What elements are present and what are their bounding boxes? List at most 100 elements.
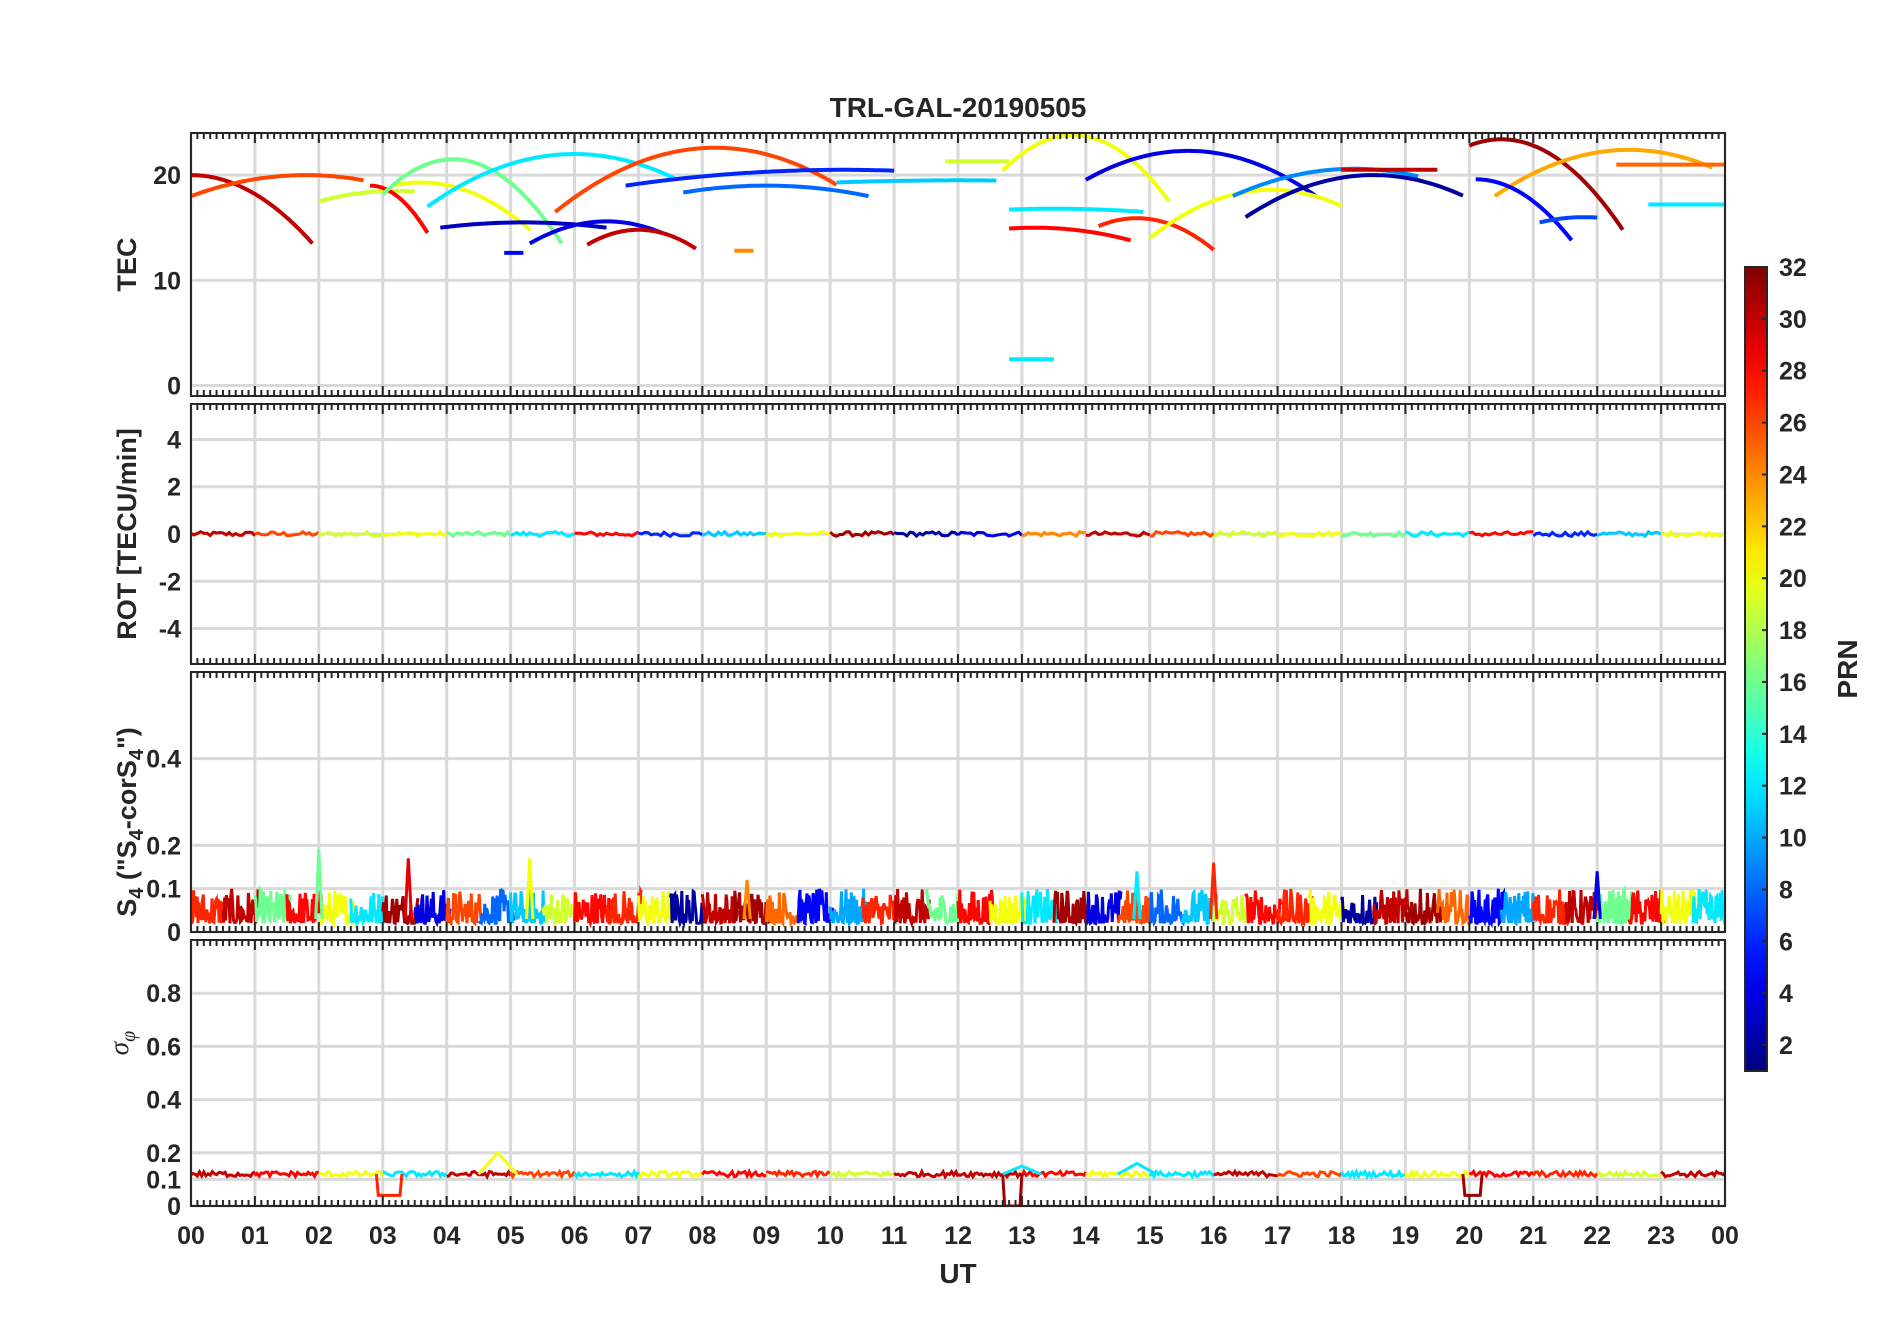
y-tick-label: 0 [167, 372, 181, 400]
x-tick-label: 11 [881, 1222, 908, 1250]
s4-series [1212, 894, 1251, 927]
sigma-series [446, 1169, 512, 1180]
colorbar-tick-label: 8 [1779, 876, 1793, 904]
rot-series [510, 529, 576, 539]
s4-series [893, 888, 931, 929]
tec-series-prn-28 [1008, 225, 1132, 243]
x-tick-label: 18 [1328, 1222, 1356, 1250]
s4-series [988, 895, 1027, 927]
s4-series [1627, 889, 1666, 925]
sigma-series [1020, 1168, 1088, 1179]
s4-series [509, 887, 548, 926]
x-tick-label: 00 [177, 1222, 205, 1250]
s4-series [1467, 887, 1506, 929]
sigma-series [1532, 1168, 1599, 1180]
x-tick-label: 22 [1583, 1222, 1611, 1250]
s4-series [573, 892, 612, 929]
sigma-series [1468, 1168, 1534, 1179]
x-tick-label: 05 [497, 1222, 525, 1250]
s4-series [477, 887, 516, 926]
rot-series [1660, 529, 1725, 539]
panel-sigma-data [191, 1150, 1725, 1206]
x-tick-label: 00 [1711, 1222, 1739, 1250]
sigma-series [957, 1169, 1023, 1180]
y-tick-label: 0.1 [146, 1166, 181, 1194]
tec-series-prn-26 [554, 145, 838, 214]
s4-series [668, 888, 707, 929]
colorbar-tick-label: 16 [1779, 669, 1807, 697]
rot-series [1532, 529, 1598, 538]
x-tick-label: 23 [1647, 1222, 1675, 1250]
s4-series [1020, 888, 1059, 927]
s4-series [1691, 888, 1725, 926]
s4-series [1531, 889, 1570, 927]
sigma-series [253, 1169, 320, 1180]
sigma-series [318, 1169, 385, 1179]
rot-series [1341, 529, 1407, 539]
s4-series [860, 894, 899, 927]
sigma-series [1148, 1168, 1215, 1180]
s4-series [1595, 884, 1634, 926]
s4-series [541, 893, 580, 928]
x-tick-label: 01 [241, 1222, 269, 1250]
s4-series [828, 888, 867, 927]
colorbar-tick-label: 32 [1779, 254, 1807, 282]
s4-series [605, 885, 643, 926]
tec-series-prn-4 [528, 219, 665, 246]
x-tick-label: 02 [305, 1222, 333, 1250]
colorbar-tick-label: 22 [1779, 513, 1807, 541]
sigma-series [701, 1168, 767, 1180]
y-tick-label: 0 [167, 521, 181, 549]
rot-series [701, 529, 767, 538]
panel-tec: 0 10 20 TEC [112, 132, 1727, 400]
rot-series [191, 530, 256, 538]
s4-series [191, 890, 228, 925]
rot-series [1085, 530, 1151, 538]
tec-series-prn-19 [318, 188, 415, 204]
s4-series [1244, 890, 1283, 925]
colorbar-tick-label: 18 [1779, 617, 1807, 645]
tec-series-prn-12 [1009, 206, 1144, 214]
s4-series [1403, 888, 1443, 927]
y-tick-label: 10 [153, 267, 181, 295]
x-tick-label: 19 [1392, 1222, 1420, 1250]
sigma-series [509, 1168, 576, 1180]
sigma-series [191, 1168, 256, 1180]
s4-series [956, 889, 995, 926]
y-tick-label: 0.8 [146, 980, 181, 1008]
tec-series-prn-4 [1084, 148, 1318, 198]
sigma-bump [477, 1150, 519, 1176]
panel-s4-data [191, 849, 1725, 930]
x-tick-label: 16 [1200, 1222, 1228, 1250]
tec-series-prn-23 [1493, 147, 1713, 198]
rot-series [382, 529, 448, 539]
x-tick-label: 13 [1008, 1222, 1036, 1250]
x-axis: 00 01 02 03 04 05 06 07 08 09 10 11 12 13 14 15 16 17 18 19… [177, 1222, 1739, 1250]
sigma-series [893, 1167, 960, 1180]
s4-peak [742, 879, 752, 920]
colorbar-tick-label: 28 [1779, 358, 1807, 386]
x-tick-label: 17 [1264, 1222, 1292, 1250]
rot-series [1469, 530, 1534, 538]
tec-series-prn-30 [191, 173, 314, 245]
sigma-bump [1002, 1164, 1042, 1176]
sigma-series [382, 1169, 448, 1179]
sigma-series [1340, 1168, 1406, 1180]
x-tick-label: 08 [688, 1222, 716, 1250]
rot-series [446, 529, 512, 539]
s4-peak [403, 858, 414, 920]
y-tick-label: 0.1 [146, 876, 181, 904]
s4-series [1052, 890, 1091, 928]
sigma-series [1596, 1168, 1663, 1179]
panel-rot-data [191, 529, 1725, 539]
sigma-series [765, 1169, 831, 1180]
sigma-bump [1117, 1161, 1157, 1176]
x-tick-label: 06 [561, 1222, 589, 1250]
sigma-series [1276, 1169, 1343, 1179]
x-axis-label: UT [939, 1258, 976, 1289]
rot-series [1149, 529, 1215, 539]
y-tick-label: 0 [167, 1193, 181, 1221]
rot-series [1213, 529, 1279, 539]
s4-peak [1208, 862, 1219, 920]
